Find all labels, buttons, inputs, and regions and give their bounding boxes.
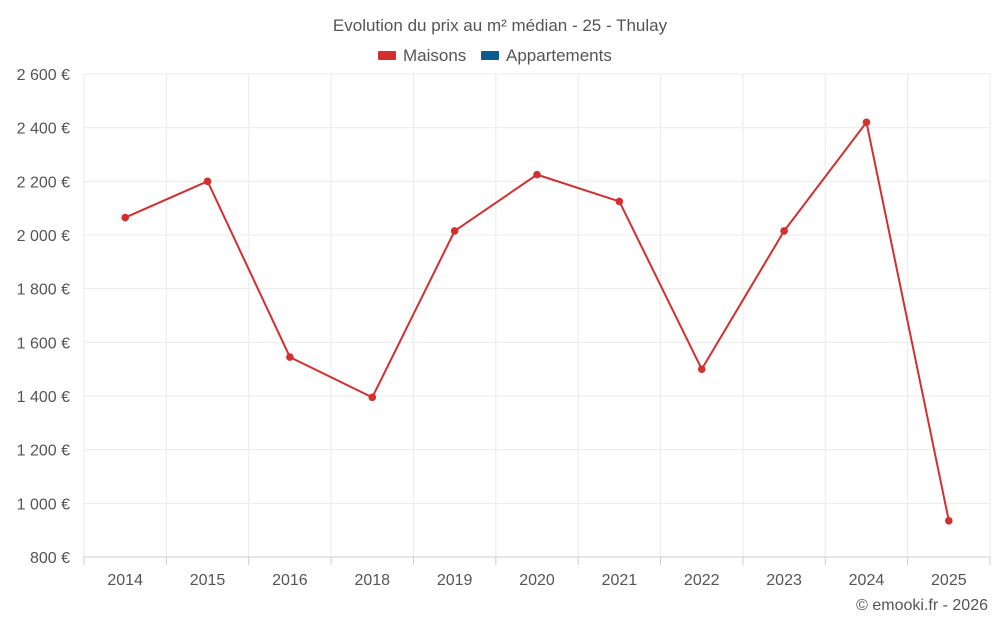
x-tick-label: 2023 — [766, 572, 802, 589]
x-tick-label: 2024 — [849, 572, 885, 589]
y-tick-label: 1 400 € — [17, 389, 70, 406]
data-point-maisons[interactable] — [862, 118, 871, 127]
legend-swatch-appartements — [481, 51, 499, 60]
x-tick-label: 2016 — [272, 572, 308, 589]
y-gridlines — [84, 73, 990, 558]
chart-title: Evolution du prix au m² médian - 25 - Th… — [333, 16, 668, 35]
data-point-maisons[interactable] — [780, 227, 788, 235]
x-tick-label: 2015 — [190, 572, 226, 589]
data-point-maisons[interactable] — [203, 177, 212, 186]
data-point-maisons[interactable] — [615, 197, 624, 206]
y-tick-label: 2 400 € — [17, 121, 70, 138]
data-point-maisons[interactable] — [945, 516, 953, 525]
x-tick-label: 2019 — [437, 572, 473, 589]
data-point-maisons[interactable] — [450, 227, 459, 235]
legend-label-maisons[interactable]: Maisons — [403, 46, 466, 65]
y-tick-label: 1 800 € — [17, 282, 70, 299]
x-tick-label: 2022 — [684, 572, 720, 589]
x-tick-label: 2014 — [107, 572, 143, 589]
data-point-maisons[interactable] — [533, 170, 541, 179]
data-point-maisons[interactable] — [697, 365, 706, 373]
data-point-maisons[interactable] — [368, 393, 377, 402]
y-tick-label: 1 200 € — [17, 443, 70, 460]
data-point-maisons[interactable] — [286, 353, 294, 361]
credit-text: © emooki.fr - 2026 — [856, 597, 988, 614]
y-tick-label: 2 200 € — [17, 174, 70, 191]
x-tick-label: 2020 — [519, 572, 555, 589]
x-axis-tick-labels: 2014 2015 2016 2018 2019 2020 2021 2022 2023 2024… — [107, 572, 966, 589]
series-maisons-points — [121, 118, 953, 525]
legend-swatch-maisons — [378, 51, 396, 60]
y-tick-label: 1 600 € — [17, 335, 70, 352]
x-axis-ticks — [83, 557, 991, 565]
x-tick-label: 2018 — [354, 572, 390, 589]
x-gridlines — [83, 74, 991, 557]
y-tick-label: 800 € — [30, 550, 70, 567]
y-tick-label: 2 000 € — [17, 228, 70, 245]
data-point-maisons[interactable] — [121, 213, 129, 222]
legend: Maisons Appartements — [378, 46, 612, 65]
y-tick-label: 2 600 € — [17, 67, 70, 84]
x-tick-label: 2025 — [931, 572, 967, 589]
y-tick-label: 1 000 € — [17, 496, 70, 513]
y-axis-tick-labels: 800 € 1 000 € 1 200 € 1 400 € 1 600 € 1 800 €… — [17, 67, 70, 567]
x-tick-label: 2021 — [602, 572, 638, 589]
legend-label-appartements[interactable]: Appartements — [506, 46, 612, 65]
